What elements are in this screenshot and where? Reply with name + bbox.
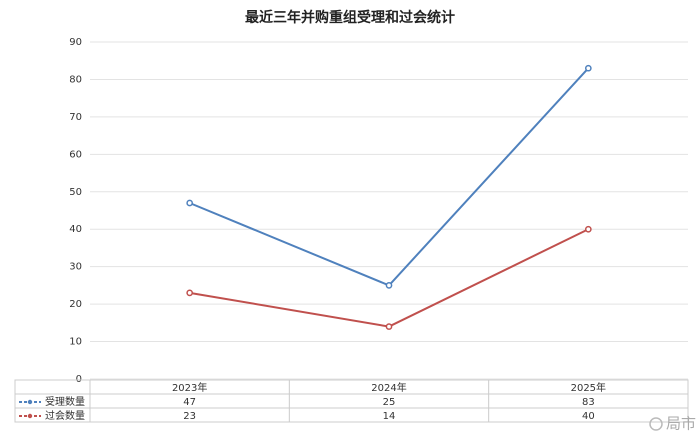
table-value: 40 bbox=[582, 411, 595, 422]
x-tick-label: 2023年 bbox=[172, 381, 207, 394]
data-point bbox=[385, 282, 393, 289]
data-point bbox=[385, 323, 393, 330]
table-border bbox=[14, 379, 689, 423]
y-tick-label: 50 bbox=[69, 187, 82, 198]
chart-title: 最近三年并购重组受理和过会统计 bbox=[245, 9, 455, 26]
data-point bbox=[186, 199, 194, 207]
y-tick-label: 20 bbox=[69, 299, 82, 310]
table-value: 14 bbox=[383, 411, 396, 422]
table-value: 23 bbox=[183, 411, 196, 422]
table-value: 47 bbox=[183, 397, 196, 408]
watermark: 局市 bbox=[666, 415, 696, 433]
data-point bbox=[584, 64, 592, 72]
legend-marker bbox=[27, 413, 33, 419]
y-tick-label: 90 bbox=[69, 37, 82, 48]
y-tick-label: 40 bbox=[69, 224, 82, 235]
y-tick-label: 10 bbox=[69, 337, 82, 348]
legend-label: 受理数量 bbox=[45, 395, 85, 408]
y-tick-label: 80 bbox=[69, 74, 82, 85]
watermark-icon bbox=[649, 417, 663, 431]
y-tick-label: 60 bbox=[69, 149, 82, 160]
y-tick-label: 30 bbox=[69, 262, 82, 273]
table-value: 83 bbox=[582, 397, 595, 408]
x-tick-label: 2024年 bbox=[371, 381, 406, 394]
legend-marker bbox=[27, 399, 33, 405]
x-tick-label: 2025年 bbox=[571, 381, 606, 394]
data-point bbox=[186, 289, 194, 297]
table-value: 25 bbox=[383, 397, 396, 408]
data-point bbox=[584, 225, 592, 233]
y-tick-label: 70 bbox=[69, 112, 82, 123]
legend-label: 过会数量 bbox=[45, 409, 85, 422]
